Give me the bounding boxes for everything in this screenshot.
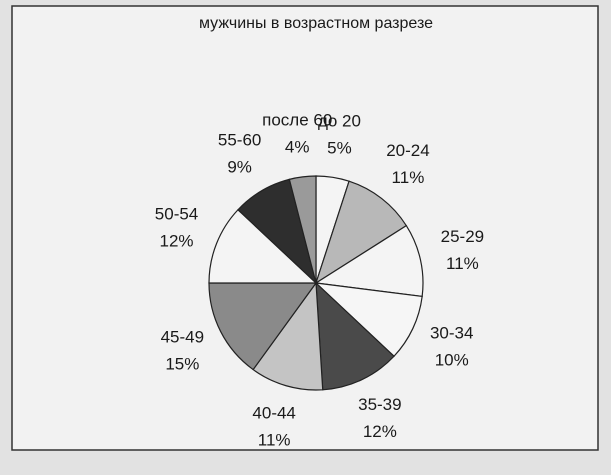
pie-slice [314,224,424,298]
pie-slice [315,281,395,391]
slice-value-label: 4% [285,138,310,157]
slice-value-label: 12% [363,422,397,441]
pie-slice [208,208,318,284]
slice-label: 45-49 [161,328,204,347]
slice-value-label: 15% [165,355,199,374]
slice-label: 20-24 [386,141,429,160]
slice-value-label: 10% [435,350,469,369]
slice-label: 55-60 [218,130,261,149]
slice-label: 35-39 [358,395,401,414]
slice-label: 30-34 [430,323,473,342]
slice-value-label: 12% [160,231,194,250]
slice-value-label: 11% [446,254,479,273]
slice-value-label: 5% [327,138,352,157]
slice-label: 50-54 [155,204,198,223]
chart-title: мужчины в возрастном разрезе [199,15,433,32]
slice-label: до 20 [318,111,361,130]
pie-slice [288,175,317,284]
pie-slice [208,282,318,371]
slice-label: 25-29 [441,227,484,246]
slice-label: 40-44 [252,404,295,423]
slice-value-label: 11% [392,168,425,187]
pie-slice [252,281,324,391]
slice-label: после 60 [262,111,332,130]
pie-slice [314,180,408,285]
slice-value-label: 9% [227,157,252,176]
slice-value-label: 11% [258,431,291,450]
